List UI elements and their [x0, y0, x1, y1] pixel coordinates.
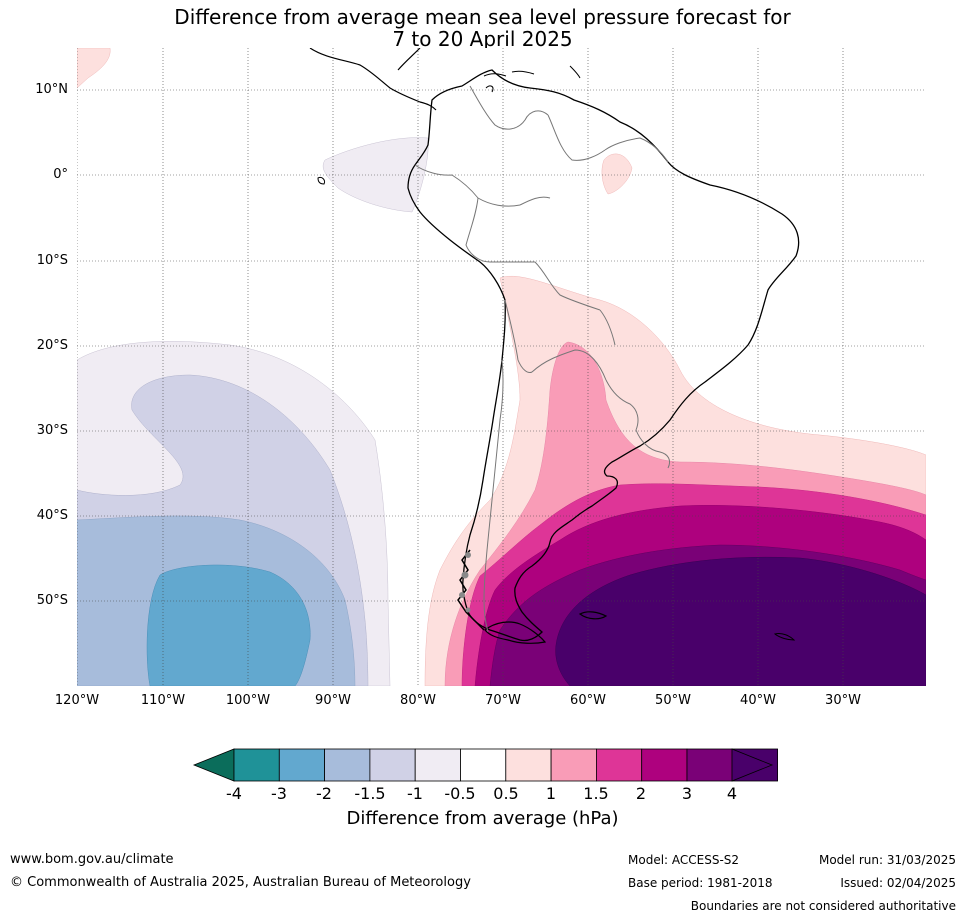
colorbar-cell	[369, 748, 416, 782]
colorbar-over-arrow	[731, 748, 774, 782]
colorbar-cell	[324, 748, 371, 782]
colorbar-cell	[686, 748, 733, 782]
colorbar-title: Difference from average (hPa)	[346, 808, 619, 829]
contour-pos-4	[555, 556, 926, 686]
website-link[interactable]: www.bom.gov.au/climate	[10, 852, 174, 867]
copyright-text: © Commonwealth of Australia 2025, Austra…	[10, 875, 471, 890]
model-text: Model: ACCESS-S2	[628, 853, 740, 867]
colorbar-cell	[233, 748, 280, 782]
central-america-coastline	[309, 48, 437, 111]
lon-label-50w: 50°W	[655, 693, 691, 708]
lon-label-80w: 80°W	[400, 693, 436, 708]
galapagos	[317, 177, 325, 185]
country-borders	[414, 85, 671, 633]
colorbar-tick-label: 0.5	[493, 784, 519, 803]
base-period-text: Base period: 1981-2018	[628, 876, 773, 890]
colorbar-tick-label: 2	[635, 784, 647, 803]
map-plot-area	[77, 48, 926, 686]
lon-label-30w: 30°W	[825, 693, 861, 708]
lon-label-40w: 40°W	[740, 693, 776, 708]
chilean-archipelago	[457, 549, 485, 631]
colorbar-cell	[460, 748, 507, 782]
lat-label-10n: 10°N	[35, 82, 68, 97]
colorbar-cell	[505, 748, 552, 782]
colorbar-cell	[414, 748, 461, 782]
colorbar-tick-label: -1.5	[354, 784, 386, 803]
title-line-2: 7 to 20 April 2025	[392, 27, 573, 51]
lon-label-60w: 60°W	[570, 693, 606, 708]
south-georgia	[773, 633, 796, 641]
lon-label-120w: 120°W	[54, 693, 100, 708]
model-run-text: Model run: 31/03/2025	[818, 853, 956, 867]
colorbar-tick-label: 4	[726, 784, 738, 803]
lon-label-90w: 90°W	[315, 693, 351, 708]
colorbar-tick-label: -4	[226, 784, 242, 803]
colorbar-cell	[641, 748, 688, 782]
lat-label-10s: 10°S	[36, 253, 68, 268]
lat-label-0: 0°	[53, 167, 68, 182]
contour-neg-0-5-north	[322, 137, 429, 213]
issued-text: Issued: 02/04/2025	[840, 876, 956, 890]
caribbean-islands	[483, 65, 581, 93]
falkland-islands	[578, 611, 608, 620]
south-america-coastline	[407, 69, 800, 642]
disclaimer-text: Boundaries are not considered authoritat…	[690, 899, 956, 913]
lon-label-70w: 70°W	[485, 693, 521, 708]
colorbar-cell	[550, 748, 597, 782]
title-line-1: Difference from average mean sea level p…	[174, 5, 791, 29]
colorbar-tick-label: 3	[681, 784, 693, 803]
colorbar	[192, 748, 778, 782]
chart-title: Difference from average mean sea level p…	[0, 6, 965, 50]
colorbar-cell	[596, 748, 643, 782]
lat-label-40s: 40°S	[36, 508, 68, 523]
lon-label-110w: 110°W	[140, 693, 186, 708]
lat-label-20s: 20°S	[36, 338, 68, 353]
coastal-islands-grey	[459, 552, 471, 613]
colorbar-tick-label: 1.5	[583, 784, 609, 803]
contour-pos-0-5-nw	[77, 48, 111, 89]
lat-label-30s: 30°S	[36, 423, 68, 438]
contour-neg-2	[146, 564, 311, 686]
colorbar-tick-label: -3	[271, 784, 287, 803]
colorbar-under-arrow	[192, 748, 235, 782]
colorbar-tick-label: 1	[545, 784, 557, 803]
lat-label-50s: 50°S	[36, 593, 68, 608]
tierra-del-fuego	[484, 621, 547, 644]
colorbar-tick-label: -0.5	[444, 784, 476, 803]
colorbar-tick-label: -2	[316, 784, 332, 803]
lon-label-100w: 100°W	[225, 693, 271, 708]
colorbar-cell	[278, 748, 325, 782]
colorbar-tick-label: -1	[407, 784, 423, 803]
contour-pos-0-5-amazon	[601, 153, 633, 195]
